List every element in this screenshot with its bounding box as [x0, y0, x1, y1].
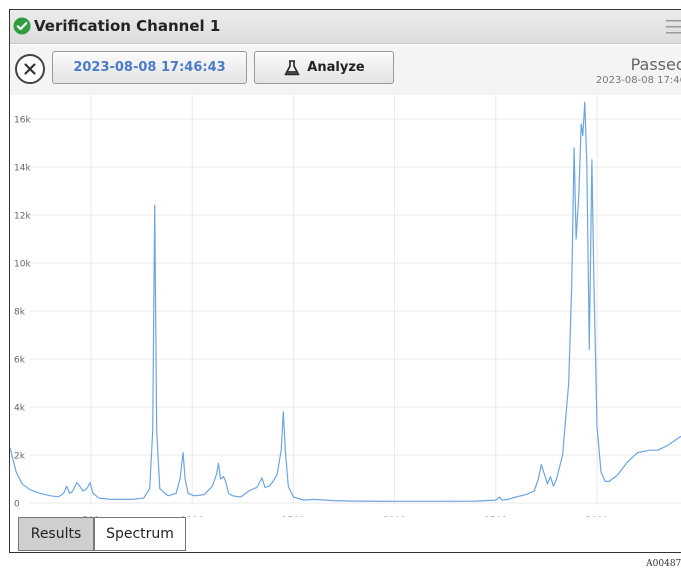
y-tick-label: 6k [14, 356, 26, 366]
verification-status-time: 2023-08-08 17:46 [595, 75, 681, 86]
y-tick-label: 10k [14, 260, 31, 270]
toolbar: 2023-08-08 17:46:43 Analyze Passed 2023-… [10, 45, 681, 95]
close-button[interactable] [15, 54, 45, 84]
y-tick-label: 12k [14, 212, 31, 222]
title-bar: Verification Channel 1 [10, 10, 681, 44]
check-circle-icon [13, 17, 31, 35]
verification-status: Passed [630, 55, 681, 74]
y-tick-label: 0 [14, 500, 20, 510]
y-tick-label: 4k [14, 404, 26, 414]
y-tick-label: 8k [14, 308, 26, 318]
tab-spectrum[interactable]: Spectrum [94, 517, 186, 551]
tab-results[interactable]: Results [18, 517, 94, 551]
figure-id: A004877 [646, 559, 681, 569]
close-icon [24, 63, 36, 75]
analyze-button[interactable]: Analyze [254, 51, 394, 84]
analyze-label: Analyze [307, 60, 365, 75]
spectrum-chart: 02k4k6k8k10k12k14k16k5001000150020002500… [10, 95, 681, 525]
verification-window: Verification Channel 1 2023-08-08 17:46:… [9, 9, 681, 553]
spectrum-line [10, 101, 681, 502]
window-title: Verification Channel 1 [34, 17, 221, 35]
timestamp-button[interactable]: 2023-08-08 17:46:43 [52, 51, 247, 84]
y-tick-label: 16k [14, 116, 31, 126]
tab-bar: Results Spectrum [10, 517, 681, 552]
flask-icon [284, 59, 300, 75]
hamburger-menu-icon[interactable] [666, 19, 681, 35]
y-tick-label: 2k [14, 452, 26, 462]
y-tick-label: 14k [14, 164, 31, 174]
